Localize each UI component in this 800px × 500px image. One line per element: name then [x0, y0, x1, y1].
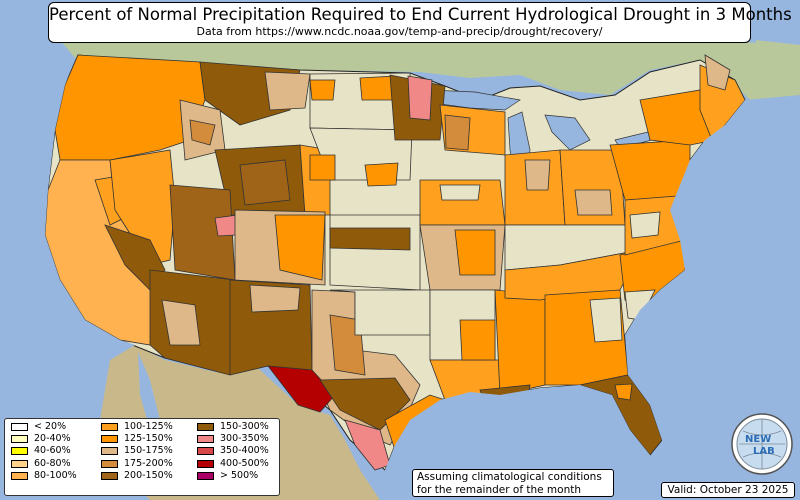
- valid-date: Valid: October 23 2025: [661, 482, 795, 498]
- legend-item: 200-150%: [101, 470, 173, 482]
- region-iowa-pale: [439, 184, 481, 201]
- legend-swatch: [101, 447, 118, 456]
- map-title: Percent of Normal Precipitation Required…: [49, 5, 792, 24]
- region-new-mexico-north: [249, 284, 301, 313]
- map-subtitle: Data from https://www.ncdc.noaa.gov/temp…: [196, 25, 603, 38]
- legend-swatch: [197, 471, 214, 480]
- legend-swatch: [11, 459, 28, 468]
- region-texas-big-bend: [267, 365, 336, 413]
- legend-swatch: [11, 435, 28, 444]
- legend-column-3: 150-300% 300-350% 350-400% 400-500% > 50…: [197, 421, 269, 482]
- legend-item: 150-300%: [197, 421, 269, 433]
- globe-grid-icon: [739, 419, 785, 469]
- region-indiana-tan: [524, 159, 551, 191]
- region-georgia-pale: [589, 297, 623, 343]
- legend-item: 150-175%: [101, 445, 173, 457]
- legend-swatch: [197, 459, 214, 468]
- note-line-1: Assuming climatological conditions: [417, 471, 602, 483]
- region-kansas-north: [329, 227, 411, 251]
- pacific-ocean: [0, 40, 150, 500]
- legend-item: 40-60%: [11, 445, 77, 457]
- legend-item: 175-200%: [101, 458, 173, 470]
- atlantic-canada: [755, 40, 800, 70]
- region-florida-north: [614, 383, 633, 401]
- legend-item: < 20%: [11, 421, 77, 433]
- legend-item: 400-500%: [197, 458, 269, 470]
- atlantic-ocean: [625, 95, 800, 500]
- region-wisconsin-west: [444, 114, 471, 151]
- legend-item: 100-125%: [101, 421, 173, 433]
- region-sd-spot: [309, 154, 336, 181]
- legend-item: 300-350%: [197, 433, 269, 445]
- region-nd-east: [359, 75, 396, 101]
- legend-item: 60-80%: [11, 458, 77, 470]
- region-idaho-central: [189, 119, 216, 146]
- logo-text-bottom: LAB: [753, 446, 775, 457]
- legend-column-1: < 20% 20-40% 40-60% 60-80% 80-100%: [11, 421, 77, 482]
- legend-item: > 500%: [197, 470, 269, 482]
- region-montana-east: [264, 71, 311, 111]
- legend-swatch: [101, 471, 118, 480]
- assumption-note: Assuming climatological conditions for t…: [412, 469, 614, 497]
- legend-item: 350-400%: [197, 445, 269, 457]
- region-missouri-east: [454, 229, 496, 276]
- region-ohio-tan: [574, 189, 613, 216]
- legend-swatch: [11, 423, 28, 432]
- region-wyoming-central: [239, 159, 291, 206]
- region-nd-spot: [309, 79, 336, 101]
- legend-swatch: [101, 459, 118, 468]
- region-arizona-central: [161, 299, 201, 346]
- region-minnesota-red: [407, 75, 433, 121]
- legend-swatch: [197, 423, 214, 432]
- region-new-york: [639, 89, 716, 146]
- legend-item: 20-40%: [11, 433, 77, 445]
- region-nevada: [109, 149, 176, 266]
- region-maine-north: [704, 54, 731, 91]
- legend-item: 125-150%: [101, 433, 173, 445]
- region-utah-red-spot: [214, 214, 239, 237]
- region-kansas: [329, 214, 421, 291]
- title-box: Percent of Normal Precipitation Required…: [48, 2, 792, 43]
- region-sd-east: [364, 162, 399, 187]
- legend-swatch: [197, 447, 214, 456]
- region-wv-pale: [629, 211, 661, 239]
- legend-swatch: [11, 471, 28, 480]
- legend-swatch: [101, 435, 118, 444]
- region-colorado-east: [274, 214, 326, 281]
- lake-huron: [544, 114, 591, 151]
- legend-item: 80-100%: [11, 470, 77, 482]
- logo-text-top: NEW: [745, 434, 771, 445]
- region-oklahoma: [329, 289, 431, 336]
- region-mississippi: [494, 289, 546, 396]
- region-texas-south: [344, 419, 391, 471]
- drought-regions: [44, 54, 746, 471]
- note-line-2: for the remainder of the month: [417, 483, 582, 496]
- legend: < 20% 20-40% 40-60% 60-80% 80-100% 100-1…: [4, 418, 280, 496]
- legend-swatch: [197, 435, 214, 444]
- legend-swatch: [11, 447, 28, 456]
- canada-land: [60, 30, 800, 110]
- newlab-logo: NEW LAB: [731, 413, 793, 475]
- legend-swatch: [101, 423, 118, 432]
- legend-column-2: 100-125% 125-150% 150-175% 175-200% 200-…: [101, 421, 173, 482]
- region-arkansas-east: [459, 319, 496, 361]
